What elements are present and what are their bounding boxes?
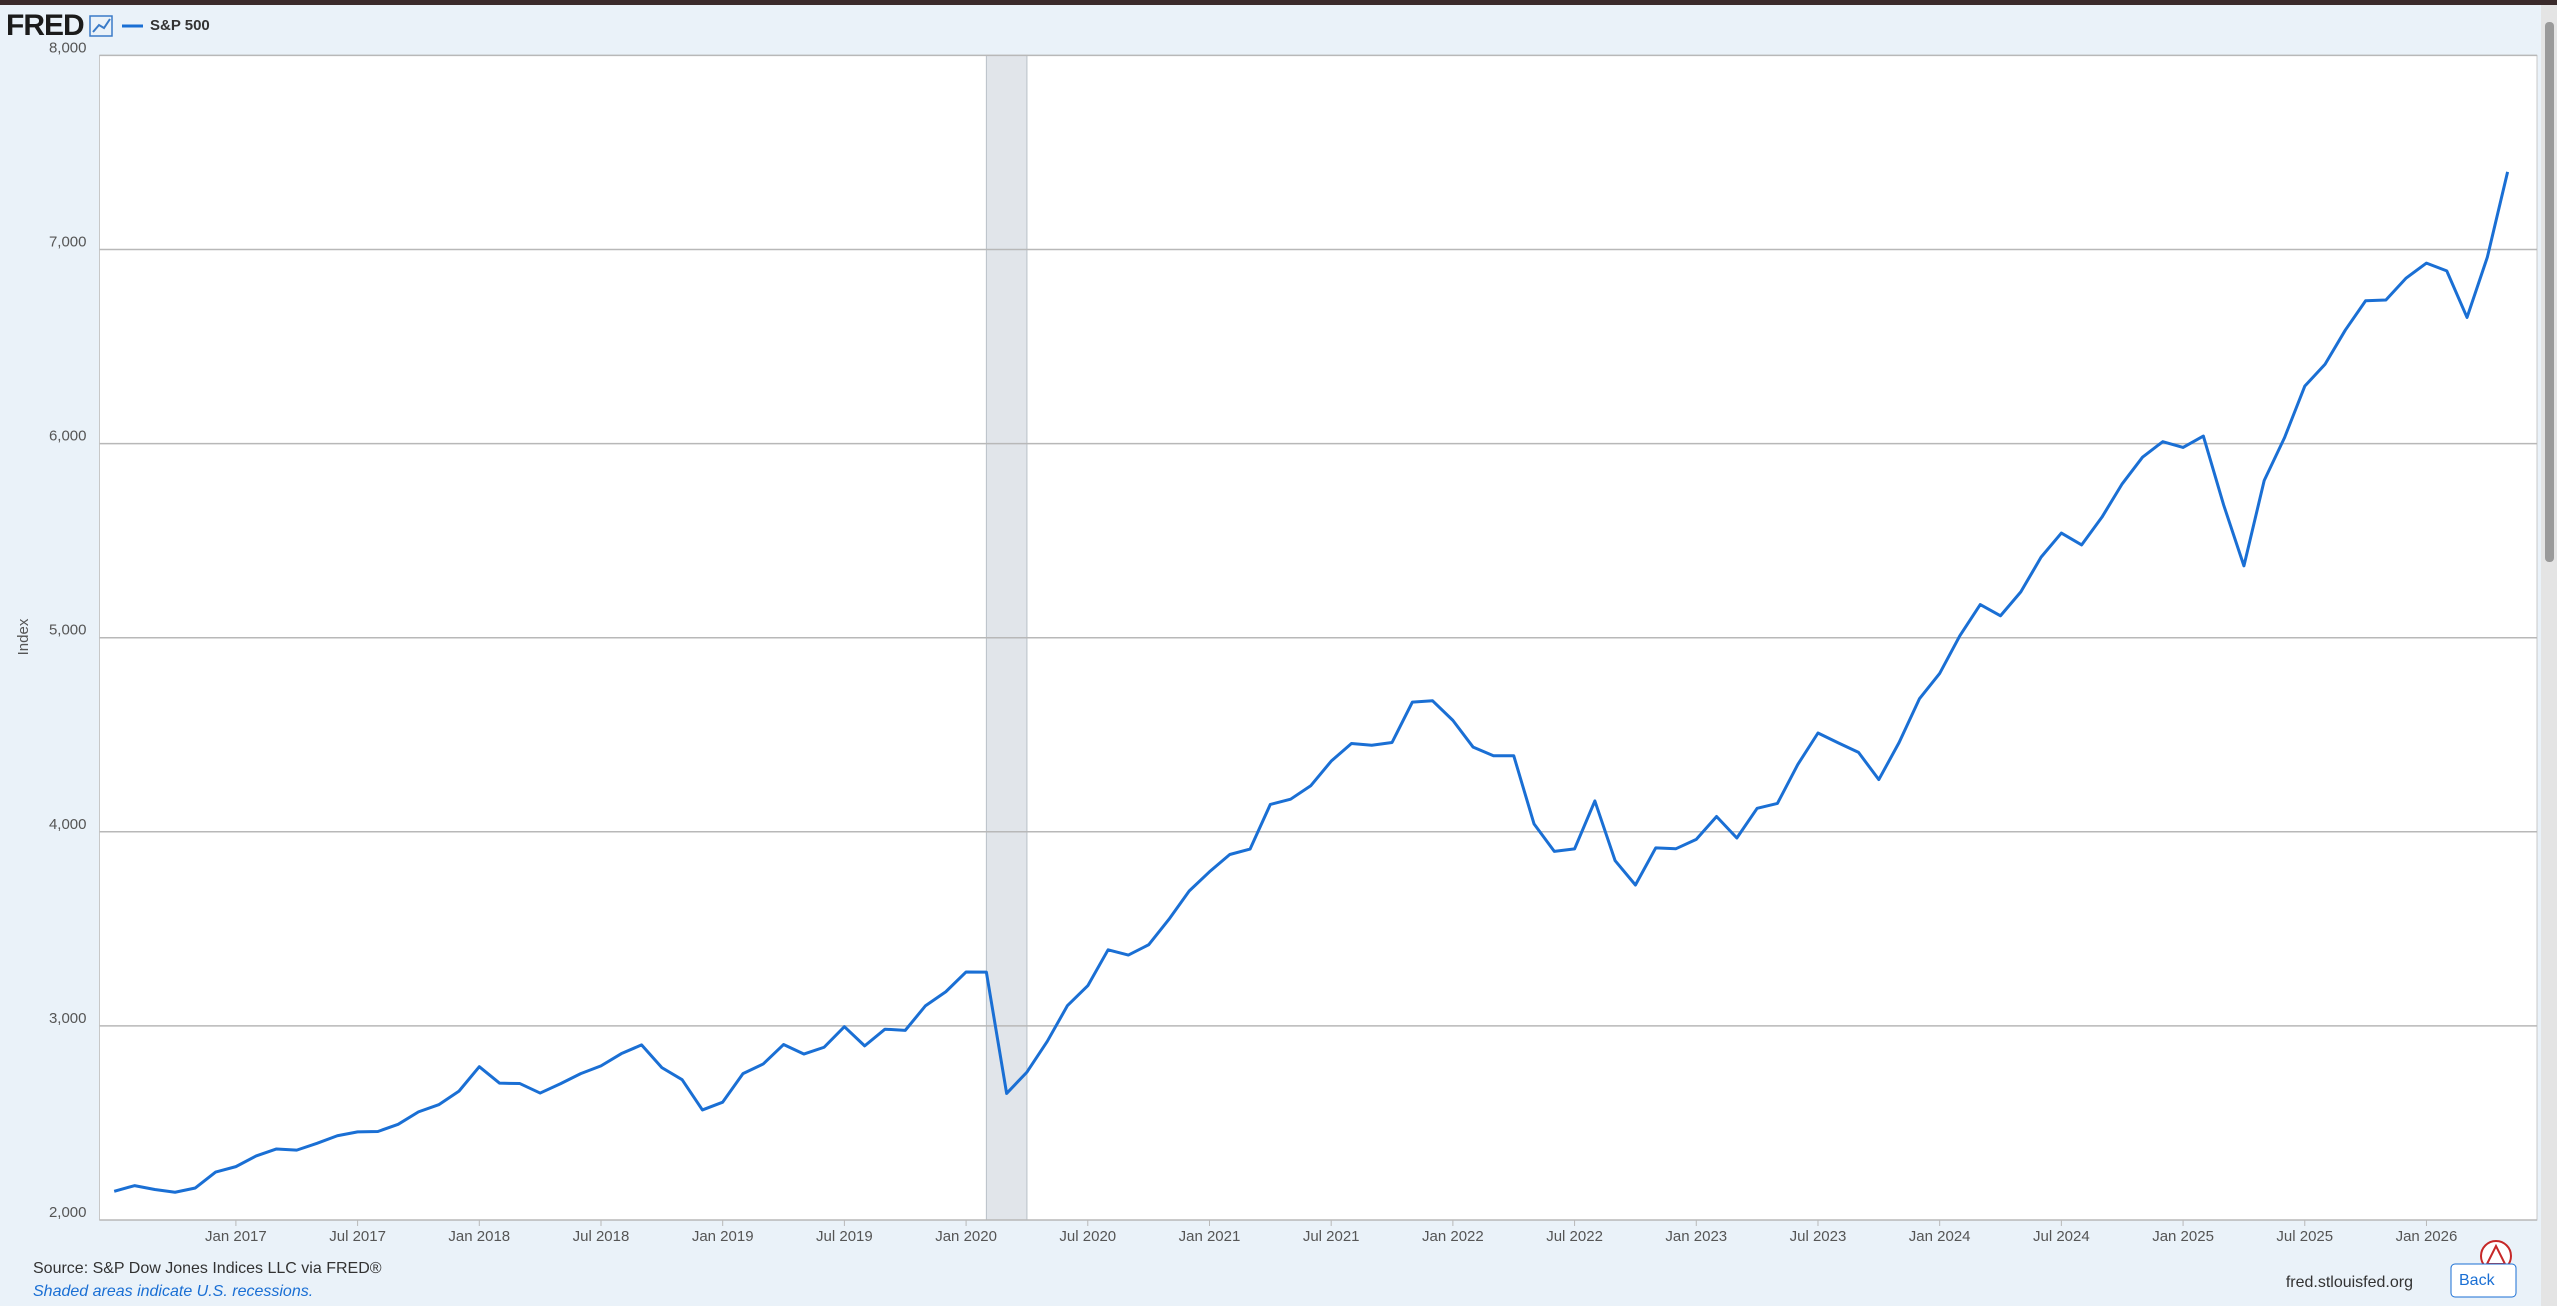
x-tick-label: Jan 2026: [2396, 1228, 2458, 1245]
top-bar: [0, 0, 2557, 5]
logo-icon: [89, 15, 113, 37]
x-tick-label: Jul 2025: [2276, 1228, 2333, 1245]
x-tick-label: Jan 2019: [692, 1228, 754, 1245]
x-tick-label: Jan 2025: [2152, 1228, 2214, 1245]
recession-note[interactable]: Shaded areas indicate U.S. recessions.: [33, 1283, 313, 1300]
y-tick-label: 3,000: [49, 1010, 87, 1027]
x-tick-label: Jan 2022: [1422, 1228, 1484, 1245]
x-tick-label: Jan 2020: [935, 1228, 997, 1245]
legend-label: S&P 500: [150, 17, 210, 34]
y-axis-label: Index: [15, 618, 32, 655]
scrollbar-thumb[interactable]: [2545, 22, 2554, 562]
source: Source: S&P Dow Jones Indices LLC via FR…: [33, 1260, 382, 1277]
x-tick-label: Jan 2023: [1665, 1228, 1727, 1245]
y-tick-label: 5,000: [49, 622, 87, 639]
logo: FRED: [6, 9, 84, 42]
x-tick-label: Jul 2017: [329, 1228, 386, 1245]
x-tick-label: Jan 2017: [205, 1228, 267, 1245]
series-line: [113, 171, 2510, 1194]
back-button[interactable]: [2450, 1263, 2517, 1298]
y-tick-label: 6,000: [49, 428, 87, 445]
x-tick-label: Jul 2018: [573, 1228, 630, 1245]
x-tick-label: Jul 2019: [816, 1228, 873, 1245]
x-tick-label: Jul 2023: [1790, 1228, 1847, 1245]
y-tick-label: 2,000: [49, 1204, 87, 1221]
y-tick-label: 8,000: [49, 39, 87, 56]
x-tick-label: Jul 2021: [1303, 1228, 1360, 1245]
x-tick-label: Jan 2021: [1179, 1228, 1241, 1245]
y-tick-label: 4,000: [49, 816, 87, 833]
site-link[interactable]: fred.stlouisfed.org: [2286, 1274, 2413, 1291]
x-tick-label: Jul 2024: [2033, 1228, 2090, 1245]
y-tick-label: 7,000: [49, 233, 87, 250]
x-tick-label: Jul 2020: [1059, 1228, 1116, 1245]
x-tick-label: Jan 2024: [1909, 1228, 1971, 1245]
back-button-label[interactable]: Back: [2459, 1272, 2496, 1289]
x-tick-label: Jul 2022: [1546, 1228, 1603, 1245]
x-tick-label: Jan 2018: [448, 1228, 510, 1245]
